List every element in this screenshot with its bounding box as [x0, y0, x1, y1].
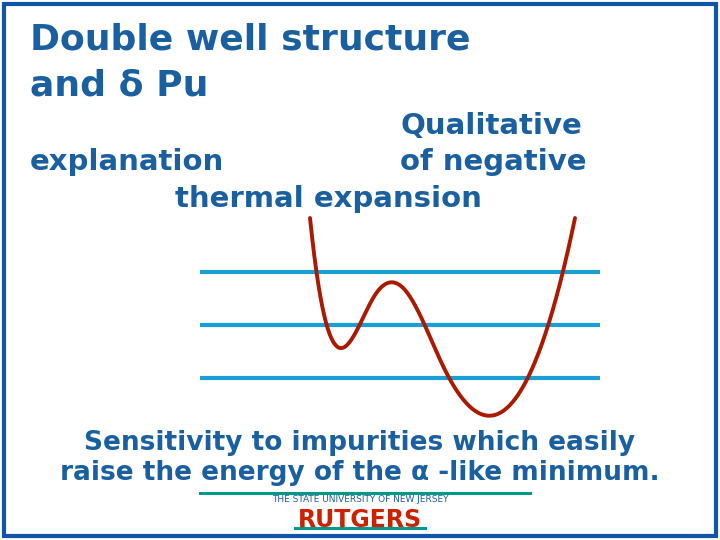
Text: of negative: of negative — [400, 148, 587, 176]
Text: Sensitivity to impurities which easily: Sensitivity to impurities which easily — [84, 430, 636, 456]
Text: Qualitative: Qualitative — [400, 112, 582, 140]
Text: and δ Pu: and δ Pu — [30, 68, 208, 102]
Text: Double well structure: Double well structure — [30, 22, 470, 56]
Text: explanation: explanation — [30, 148, 224, 176]
Text: raise the energy of the α -like minimum.: raise the energy of the α -like minimum. — [60, 460, 660, 486]
Text: thermal expansion: thermal expansion — [175, 185, 482, 213]
Text: RUTGERS: RUTGERS — [298, 508, 422, 532]
Text: THE STATE UNIVERSITY OF NEW JERSEY: THE STATE UNIVERSITY OF NEW JERSEY — [271, 495, 449, 504]
